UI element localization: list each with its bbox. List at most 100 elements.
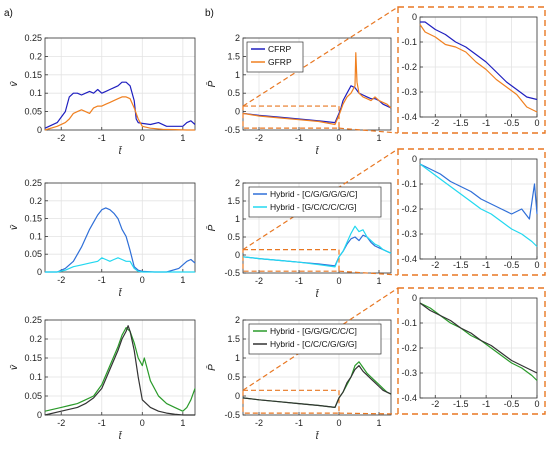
y-tick-label: 1.5	[227, 334, 240, 344]
x-tick-label: 0	[534, 260, 539, 270]
series-line	[419, 24, 538, 113]
chart-b1: -2 -1 0 1 -0.5 0 0.5 1 1.5 2 t̄ P̄ CFRP GFRP	[205, 6, 399, 157]
axes-box	[44, 182, 196, 273]
y-tick-label: 0.5	[227, 372, 240, 382]
legend-box	[248, 323, 382, 355]
x-tick-label: 1	[376, 418, 381, 428]
series-line	[242, 365, 392, 408]
x-tick-label: -2	[255, 418, 263, 428]
y-tick-label: 2	[235, 33, 240, 43]
x-tick-label: -1	[482, 399, 490, 409]
y-tick-label: 0.05	[24, 391, 42, 401]
x-tick-label: -1	[482, 260, 490, 270]
y-tick-label: -0.4	[401, 254, 417, 264]
zoom-region	[242, 389, 340, 414]
panel-label-a: a)	[4, 8, 13, 19]
y-tick-label: 0	[37, 410, 42, 420]
x-tick-label: -1	[295, 418, 303, 428]
chart-a1: -2 -1 0 1 0 0.05 0.1 0.15 0.2 0.25 t̄ v̄	[9, 33, 196, 157]
axes-box	[242, 37, 392, 131]
y-axis-label: v̄	[9, 81, 20, 87]
series-line	[419, 163, 538, 220]
y-tick-label: 0	[235, 250, 240, 260]
plot-area	[45, 183, 195, 272]
zoom-region	[242, 249, 340, 272]
x-tick-label: -2	[431, 399, 439, 409]
y-tick-label: -0.1	[401, 37, 417, 47]
y-tick-label: -0.5	[224, 125, 240, 135]
chart-z3: -2 -1.5 -1 -0.5 0 -0.4 -0.3 -0.2 -0.1 0	[397, 287, 546, 415]
x-axis-label: t̄	[316, 288, 320, 300]
y-tick-label: -0.3	[401, 229, 417, 239]
x-tick-label: -0.5	[504, 118, 520, 128]
series-line	[242, 225, 392, 268]
x-tick-label: 1	[180, 275, 185, 285]
x-tick-label: -1.5	[453, 260, 469, 270]
y-tick-label: 0.15	[24, 214, 42, 224]
x-tick-label: -1	[295, 133, 303, 143]
x-tick-label: -0.5	[504, 260, 520, 270]
x-axis-label: t̄	[316, 430, 320, 442]
x-axis-label: t̄	[119, 287, 123, 299]
y-tick-label: 0.1	[29, 231, 42, 241]
y-tick-label: -0.2	[401, 343, 417, 353]
y-tick-label: 0.15	[24, 353, 42, 363]
x-tick-label: -2	[57, 133, 65, 143]
y-tick-label: 1	[235, 353, 240, 363]
x-tick-label: 0	[140, 133, 145, 143]
zoom-connector	[242, 6, 399, 107]
x-tick-label: -2	[431, 260, 439, 270]
axes-box	[242, 182, 392, 274]
x-axis-label: t̄	[119, 430, 123, 442]
y-tick-label: 0	[412, 12, 417, 22]
x-tick-label: 1	[180, 418, 185, 428]
panel-label-b: b)	[205, 8, 214, 19]
y-tick-label: 1.5	[227, 51, 240, 61]
axes-box	[44, 37, 196, 131]
chart-z2: -2 -1.5 -1 -0.5 0 -0.4 -0.3 -0.2 -0.1 0	[397, 148, 546, 276]
y-tick-label: 0.25	[24, 315, 42, 325]
y-tick-label: 1	[235, 70, 240, 80]
y-tick-label: -0.1	[401, 179, 417, 189]
x-tick-label: -1	[295, 276, 303, 286]
legend-label: Hybrid - [C/C/C/G/G/G]	[270, 339, 357, 349]
y-tick-label: 0	[412, 154, 417, 164]
y-axis-label: v̄	[9, 364, 20, 370]
x-tick-label: -2	[255, 133, 263, 143]
y-tick-label: -0.2	[401, 62, 417, 72]
series-line	[420, 21, 538, 101]
y-axis-label: P̄	[205, 364, 218, 371]
zoom-connector	[338, 412, 399, 415]
y-tick-label: 0	[37, 125, 42, 135]
zoom-frame	[397, 148, 546, 276]
y-tick-label: 0.1	[29, 88, 42, 98]
legend-label: GFRP	[268, 57, 292, 67]
y-tick-label: -0.2	[401, 204, 417, 214]
y-tick-label: -0.5	[224, 268, 240, 278]
y-tick-label: 2	[235, 315, 240, 325]
axes-box	[419, 16, 538, 118]
x-tick-label: -2	[431, 118, 439, 128]
x-tick-label: -0.5	[504, 399, 520, 409]
legend-label: Hybrid - [C/G/G/G/G/C]	[270, 189, 357, 199]
x-tick-label: -2	[255, 276, 263, 286]
zoom-frame	[397, 6, 546, 134]
y-tick-label: 0.1	[29, 372, 42, 382]
y-axis-label: v̄	[9, 224, 20, 230]
x-tick-label: 0	[534, 399, 539, 409]
x-tick-label: -2	[57, 418, 65, 428]
legend-label: CFRP	[268, 44, 291, 54]
y-tick-label: 0.2	[29, 196, 42, 206]
x-tick-label: -1	[98, 133, 106, 143]
x-axis-label: t̄	[119, 145, 123, 157]
y-tick-label: 0.05	[24, 107, 42, 117]
x-tick-label: 0	[336, 276, 341, 286]
zoom-frame	[397, 287, 546, 415]
chart-a3: -2 -1 0 1 0 0.05 0.1 0.15 0.2 0.25 t̄ v̄	[9, 315, 196, 442]
zoom-connector	[338, 270, 399, 276]
y-tick-label: 0.15	[24, 70, 42, 80]
axes-box	[44, 319, 196, 416]
legend-box	[248, 186, 382, 218]
plot-area	[45, 320, 195, 415]
